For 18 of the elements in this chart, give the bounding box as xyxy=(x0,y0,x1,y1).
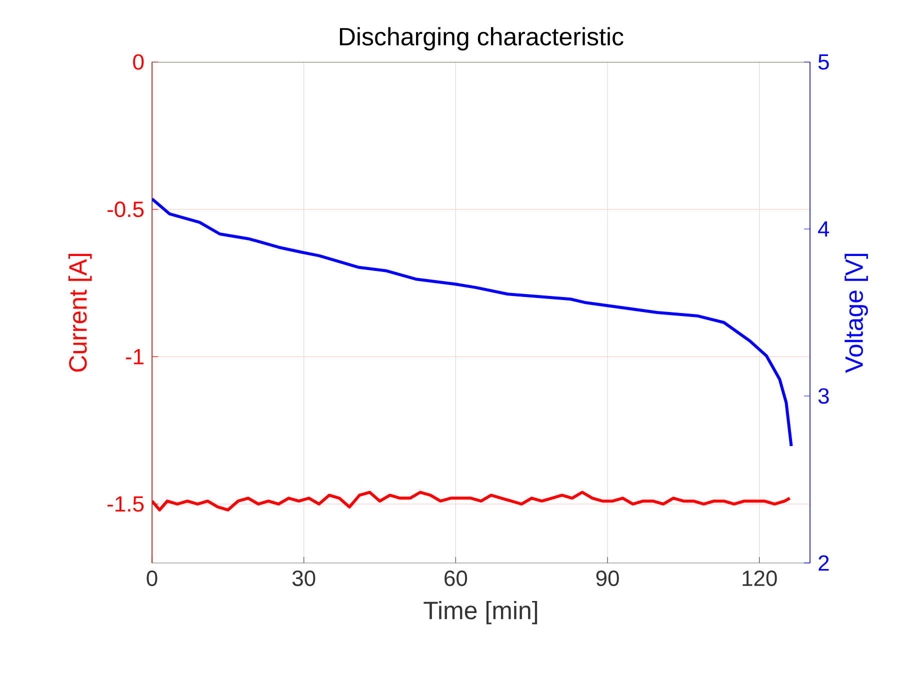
chart-title: Discharging characteristic xyxy=(340,27,624,50)
y2-tick-label: 4 xyxy=(818,221,830,237)
y2-axis-title: Voltage [V] xyxy=(844,254,868,373)
y2-tick-label: 5 xyxy=(818,54,829,70)
x-tick-label: 0 xyxy=(146,570,158,586)
line-series xyxy=(152,197,793,448)
x-tick-label: 90 xyxy=(596,570,619,586)
y-tick-label: -0.5 xyxy=(108,202,144,218)
y2-tick-label: 2 xyxy=(818,555,829,571)
y-tick-label: 0 xyxy=(133,54,144,70)
y2-tick-label: 3 xyxy=(818,388,829,404)
x-axis-title: Time [min] xyxy=(424,600,538,624)
y-tick-label: -1 xyxy=(126,349,144,364)
x-tick-label: 60 xyxy=(444,570,468,586)
y-axis-title: Current [A] xyxy=(68,254,92,372)
x-tick-label: 120 xyxy=(742,570,777,586)
x-tick-label: 30 xyxy=(292,570,316,586)
y-tick-label: -1.5 xyxy=(108,496,144,512)
